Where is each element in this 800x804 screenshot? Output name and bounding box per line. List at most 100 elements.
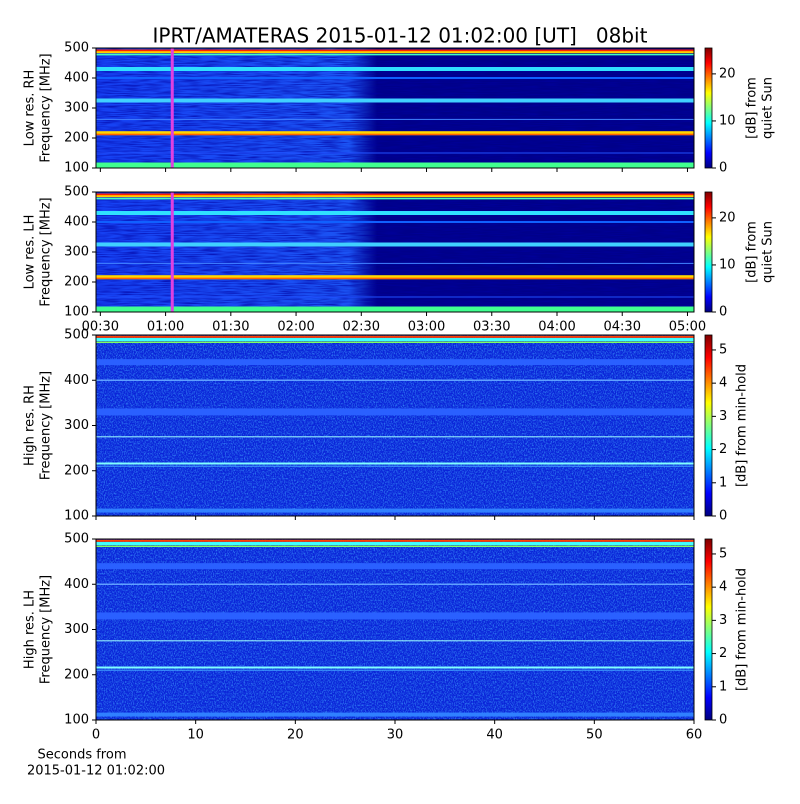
band — [96, 277, 694, 280]
band — [96, 197, 694, 200]
band — [96, 152, 694, 154]
x-tick-label: 04:30 — [604, 320, 641, 335]
colorbar — [704, 334, 713, 517]
y-tick-label: 200 — [64, 667, 89, 682]
colorbar — [704, 538, 713, 721]
y-axis-label: Low res. RH — [23, 70, 38, 147]
y-tick-label: 300 — [64, 245, 89, 260]
x-tick-label: 20 — [287, 728, 304, 743]
colorbar-label: quiet Sun — [761, 77, 776, 139]
band — [96, 51, 694, 54]
band — [96, 195, 694, 198]
colorbar-tick-label: 4 — [719, 580, 727, 595]
band — [96, 508, 694, 513]
band — [96, 131, 694, 136]
y-axis-label: Low res. LH — [23, 215, 38, 290]
y-tick-label: 500 — [64, 41, 89, 56]
marker-line — [170, 48, 174, 168]
colorbar-label: [dB] from min-hold — [735, 364, 750, 487]
colorbar-tick-label: 0 — [719, 305, 727, 320]
colorbar-tick-label: 5 — [719, 342, 727, 357]
x-tick-label: 02:30 — [343, 320, 380, 335]
colorbar-tick-label: 20 — [719, 66, 736, 81]
colorbar-tick-label: 5 — [719, 546, 727, 561]
band — [96, 462, 694, 465]
band — [96, 296, 694, 298]
y-tick-label: 400 — [64, 215, 89, 230]
colorbar-tick-label: 0 — [719, 509, 727, 524]
colorbar-tick-label: 1 — [719, 475, 727, 490]
y-axis-label: High res. LH — [23, 590, 38, 669]
band — [96, 545, 694, 547]
y-tick-label: 400 — [64, 373, 89, 388]
y-axis-label: Frequency [MHz] — [39, 53, 54, 162]
colorbar-label: [dB] from — [745, 221, 760, 283]
band — [96, 118, 694, 120]
band — [96, 563, 694, 570]
band — [96, 436, 694, 438]
texture — [96, 48, 694, 168]
spectrogram — [96, 48, 694, 168]
band — [96, 193, 694, 197]
band — [96, 67, 694, 71]
band — [96, 712, 694, 717]
texture — [96, 539, 694, 720]
colorbar-tick-label: 4 — [719, 376, 727, 391]
band — [96, 612, 694, 620]
colorbar — [704, 47, 713, 169]
x-tick-label: 05:00 — [669, 320, 706, 335]
band — [96, 666, 694, 669]
y-tick-label: 400 — [64, 71, 89, 86]
y-tick-label: 100 — [64, 161, 89, 176]
band — [96, 539, 694, 542]
x-tick-label: 30 — [387, 728, 404, 743]
band — [96, 306, 694, 312]
band — [96, 542, 694, 546]
figure-title: IPRT/AMATERAS 2015-01-12 01:02:00 [UT] 0… — [153, 24, 648, 48]
band — [96, 211, 694, 215]
y-axis-label: Frequency [MHz] — [39, 371, 54, 480]
spectrogram — [96, 192, 694, 312]
y-tick-label: 200 — [64, 131, 89, 146]
x-tick-label: 01:30 — [212, 320, 249, 335]
x-tick-label: 0 — [92, 728, 100, 743]
y-tick-label: 400 — [64, 577, 89, 592]
band — [96, 162, 694, 168]
x-tick-label: 04:00 — [538, 320, 575, 335]
spectrogram — [96, 335, 694, 516]
colorbar-label: [dB] from min-hold — [735, 568, 750, 691]
band — [96, 640, 694, 642]
band — [96, 53, 694, 56]
band — [96, 583, 694, 585]
colorbar-tick-label: 20 — [719, 210, 736, 225]
colorbar-tick-label: 2 — [719, 646, 727, 661]
y-tick-label: 200 — [64, 463, 89, 478]
y-tick-label: 300 — [64, 101, 89, 116]
band — [96, 262, 694, 264]
marker-line — [170, 192, 174, 312]
y-tick-label: 300 — [64, 418, 89, 433]
y-tick-label: 500 — [64, 328, 89, 343]
x-axis-label: Seconds from — [37, 748, 126, 763]
x-tick-label: 01:00 — [147, 320, 184, 335]
x-tick-label: 03:30 — [473, 320, 510, 335]
colorbar-tick-label: 3 — [719, 409, 727, 424]
band — [96, 242, 694, 247]
texture — [96, 192, 694, 312]
colorbar-tick-label: 1 — [719, 679, 727, 694]
x-tick-label: 60 — [686, 728, 703, 743]
y-tick-label: 100 — [64, 713, 89, 728]
y-tick-label: 300 — [64, 622, 89, 637]
band — [96, 133, 694, 136]
colorbar-label: [dB] from — [745, 77, 760, 139]
colorbar-tick-label: 0 — [719, 161, 727, 176]
x-tick-label: 03:00 — [408, 320, 445, 335]
band — [96, 379, 694, 381]
colorbar-tick-label: 0 — [719, 713, 727, 728]
colorbar-label: quiet Sun — [761, 221, 776, 283]
band — [96, 408, 694, 416]
band — [96, 335, 694, 338]
band — [96, 669, 694, 671]
y-tick-label: 500 — [64, 185, 89, 200]
